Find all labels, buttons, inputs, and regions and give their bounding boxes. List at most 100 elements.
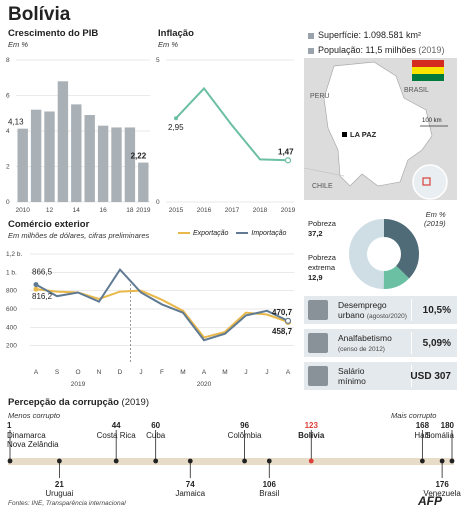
poverty-label: Pobreza 37,2 [308, 219, 336, 239]
source-note: Fontes: INE, Transparência internacional [8, 500, 126, 507]
divider [411, 332, 412, 354]
poverty-name: Pobreza [308, 219, 336, 228]
x-tick-label: 2015 [169, 207, 184, 214]
trade-legend: Exportação Importação [172, 230, 286, 237]
country-name: Costa Rica [97, 431, 137, 440]
rank-number: 60 [151, 421, 160, 430]
rank-number: 180 [441, 421, 455, 430]
wage-value: USD 307 [410, 371, 451, 382]
divider [411, 299, 412, 321]
rank-dot [187, 458, 193, 464]
donut-slice [349, 219, 419, 289]
trade-subtitle: Em milhões de dólares, cifras preliminar… [8, 231, 150, 240]
inflation-unit: Em % [158, 40, 179, 49]
afp-logo: AFP [418, 494, 442, 508]
bar [111, 127, 122, 202]
country-name: Brasil [259, 489, 279, 498]
export-legend-label: Exportação [193, 230, 229, 237]
divider [411, 365, 412, 387]
x-tick-label: A [202, 369, 207, 376]
population-fact: População: 11,5 milhões (2019) [308, 45, 444, 55]
series-start-point [33, 286, 39, 292]
rank-dot [7, 458, 13, 464]
x-tick-label: J [265, 369, 268, 376]
corruption-year: (2019) [121, 397, 149, 408]
corruption-title-text: Percepção da corrupção [8, 397, 119, 408]
import-legend-label: Importação [251, 230, 287, 237]
illiteracy-label: Analfabetismo [338, 333, 392, 343]
flag-icon [412, 60, 444, 81]
poverty-unit-text: Em % [425, 210, 446, 219]
area-fact: Superfície: 1.098.581 km² [308, 30, 421, 40]
country-name: Colômbia [228, 431, 262, 440]
y-tick-label: 0 [6, 199, 10, 206]
wage-name: Salário mínimo [338, 366, 366, 386]
series-start-point [33, 282, 39, 288]
bar [17, 128, 28, 202]
y-tick-label: 1 b. [6, 269, 17, 276]
donut-slice [349, 219, 419, 289]
poverty-donut [349, 219, 419, 289]
page-title: Bolívia [8, 4, 71, 25]
unemployment-icon [308, 300, 328, 320]
country-name: Uruguai [45, 489, 73, 498]
x-tick-label: N [97, 369, 102, 376]
export-first-label: 816,2 [32, 292, 53, 301]
country-name: Bolívia [298, 431, 325, 440]
import-last-label: 470,7 [272, 308, 293, 317]
peru-label: PERU [310, 93, 329, 100]
import-legend-swatch [236, 232, 249, 235]
bar [30, 109, 42, 202]
locator-box [422, 177, 431, 186]
data-label-first: 2,95 [168, 123, 184, 132]
gdp-title: Crescimento do PIB [8, 28, 99, 39]
y-tick-label: 5 [156, 57, 160, 64]
bar [124, 127, 136, 202]
rank-dot [113, 458, 119, 464]
extreme-value: 12,9 [308, 273, 323, 282]
y-tick-label: 0 [156, 199, 160, 206]
export-legend-swatch [178, 232, 190, 235]
unemployment-indicator: Desemprego urbano (agosto/2020) 10,5% [304, 296, 457, 324]
export-line [35, 288, 289, 339]
extreme-poverty-label: Pobreza extrema 12,9 [308, 253, 336, 283]
bar [84, 115, 95, 202]
brasil-label: BRASIL [404, 87, 429, 94]
rank-dot [419, 458, 425, 464]
illiteracy-icon [308, 333, 328, 353]
wage-label: Salário [338, 366, 365, 376]
capital-marker [342, 132, 347, 137]
rank-number: 96 [240, 421, 249, 430]
bolivia-shape [323, 61, 433, 187]
country-name: Somália [425, 431, 454, 440]
bar [138, 162, 149, 202]
bolivia-map: LA PAZ PERU BRASIL CHILE 100 km [304, 58, 457, 200]
more-corrupt-label: Mais corrupto [391, 411, 437, 420]
inflation-line [175, 86, 289, 162]
extreme-name-1: Pobreza [308, 253, 336, 262]
corruption-bar [8, 458, 454, 465]
x-tick-label: 2017 [225, 207, 240, 214]
rank-number: 44 [112, 421, 121, 430]
illiteracy-note: (censo de 2012) [338, 346, 385, 353]
series-end-point [284, 317, 292, 324]
rank-dot [266, 458, 272, 464]
year-label-2020: 2020 [197, 381, 212, 388]
x-tick-label: 16 [99, 207, 107, 214]
chile-label: CHILE [312, 183, 333, 190]
x-tick-label: 2018 [253, 207, 268, 214]
less-corrupt-label: Menos corrupto [8, 411, 61, 420]
bar [44, 111, 55, 202]
bar [71, 104, 82, 202]
x-tick-label: S [55, 369, 60, 376]
rank-number: 74 [186, 480, 195, 489]
illiteracy-indicator: Analfabetismo (censo de 2012) 5,09% [304, 329, 457, 357]
unemployment-label: Desemprego [338, 300, 387, 310]
country-name: Cuba [146, 431, 166, 440]
x-tick-label: J [139, 369, 142, 376]
y-tick-label: 200 [6, 343, 17, 350]
inflation-title: Inflação [158, 28, 194, 39]
y-tick-label: 4 [6, 128, 10, 135]
x-tick-label: M [180, 369, 185, 376]
